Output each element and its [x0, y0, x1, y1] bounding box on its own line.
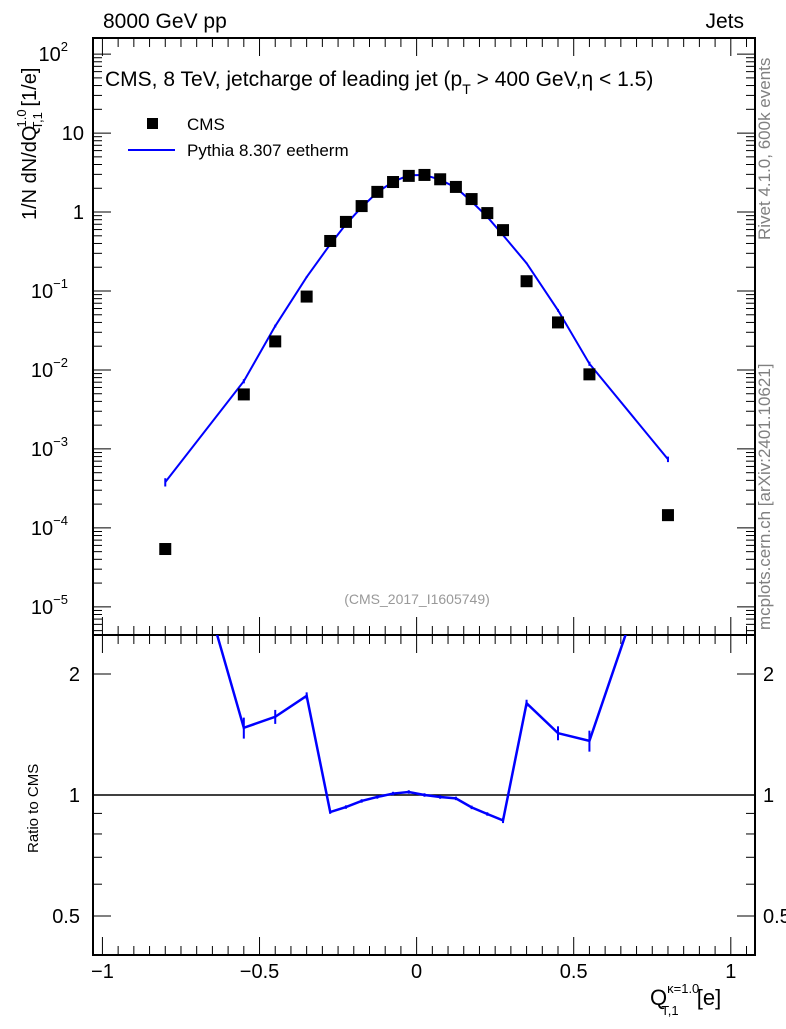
xlabel-unit: [e] [691, 985, 722, 1010]
cms-data-point [520, 275, 533, 288]
title-main: CMS, 8 TeV, jetcharge of leading jet (p [105, 68, 462, 91]
cms-data-point [237, 388, 250, 401]
plot-title: CMS, 8 TeV, jetcharge of leading jet (pT… [105, 68, 653, 97]
y-tick-label: 10 [62, 123, 84, 145]
y-tick-label: 10−1 [31, 276, 68, 303]
header-right: Jets [705, 10, 744, 33]
cms-data-point [465, 193, 478, 206]
y-tick-label: 10−5 [31, 592, 68, 619]
ratio-y-tick-label: 0.5 [52, 906, 80, 928]
y-tick-exponent: −2 [53, 355, 68, 370]
cms-data-point [159, 543, 172, 556]
x-axis-label: Qκ=1.0 T,1 [e] [650, 981, 721, 1018]
cms-data-point [387, 176, 400, 189]
header-left: 8000 GeV pp [103, 10, 227, 33]
cms-data-point [434, 173, 447, 186]
y-tick-exponent: −1 [53, 276, 68, 291]
ylabel-unit: [1/e] [19, 68, 41, 112]
y-tick-exponent: −4 [53, 513, 68, 528]
xlabel-sup: κ=1.0 [667, 981, 699, 996]
y-tick-label: 10−4 [31, 513, 68, 540]
main-marks [159, 168, 674, 556]
ratio-axis-label: Ratio to CMS [25, 764, 42, 853]
legend-cms-marker [147, 118, 158, 129]
xlabel-main: Q [650, 985, 667, 1010]
x-tick-label: −0.5 [240, 961, 279, 983]
x-tick-label: 0 [411, 961, 422, 983]
mcplots-label: mcplots.cern.ch [arXiv:2401.10621] [755, 364, 774, 630]
ratio-y-tick-label: 1 [69, 785, 80, 807]
cms-data-point [481, 207, 494, 220]
rivet-label: Rivet 4.1.0, 600k events [755, 58, 774, 240]
ratio-marks [93, 635, 755, 824]
cms-data-point [552, 316, 565, 329]
analysis-label: (CMS_2017_I1605749) [344, 591, 490, 607]
x-tick-label: 1 [725, 961, 736, 983]
ylabel-sup: 1.0 [14, 109, 29, 127]
legend-cms-label: CMS [187, 115, 225, 134]
cms-data-point [355, 200, 368, 213]
cms-data-point [300, 290, 313, 303]
ratio-y-tick-label-right: 2 [763, 664, 774, 686]
legend: CMS Pythia 8.307 eetherm [128, 115, 349, 160]
x-tick-label: 0.5 [560, 961, 588, 983]
cms-data-point [402, 169, 415, 182]
ratio-line [215, 635, 627, 823]
y-tick-label: 102 [39, 39, 68, 66]
ylabel-main: 1/N dN/dQ [19, 126, 41, 220]
cms-data-point [661, 509, 674, 522]
cms-data-point [371, 185, 384, 198]
cms-data-point [269, 335, 282, 348]
cms-data-point [497, 224, 510, 237]
y-tick-label: 10−3 [31, 434, 68, 461]
title-end: > 400 GeV,η < 1.5) [471, 68, 654, 91]
ratio-y-tick-label-right: 1 [763, 785, 774, 807]
pythia-line [164, 173, 669, 483]
y-tick-exponent: 2 [61, 39, 68, 54]
y-tick-exponent: −3 [53, 434, 68, 449]
legend-pythia-label: Pythia 8.307 eetherm [187, 141, 349, 160]
cms-data-point [339, 215, 352, 228]
xlabel-sub: T,1 [661, 1003, 678, 1018]
y-tick-label: 10−2 [31, 355, 68, 382]
ratio-y-tick-label-right: 0.5 [763, 906, 786, 928]
y-tick-exponent: −5 [53, 592, 68, 607]
cms-data-point [449, 180, 462, 193]
ylabel-sub: T,1 [30, 112, 45, 129]
title-sub: T [462, 81, 471, 97]
cms-data-point [583, 368, 596, 381]
cms-data-point [324, 234, 337, 247]
cms-data-point [418, 168, 431, 181]
y-axis-label: 1/N dN/dQ1.0T,1 [1/e] [14, 68, 45, 220]
y-tick-label: 1 [73, 202, 84, 224]
x-tick-label: −1 [91, 961, 114, 983]
ratio-y-tick-label: 2 [69, 664, 80, 686]
